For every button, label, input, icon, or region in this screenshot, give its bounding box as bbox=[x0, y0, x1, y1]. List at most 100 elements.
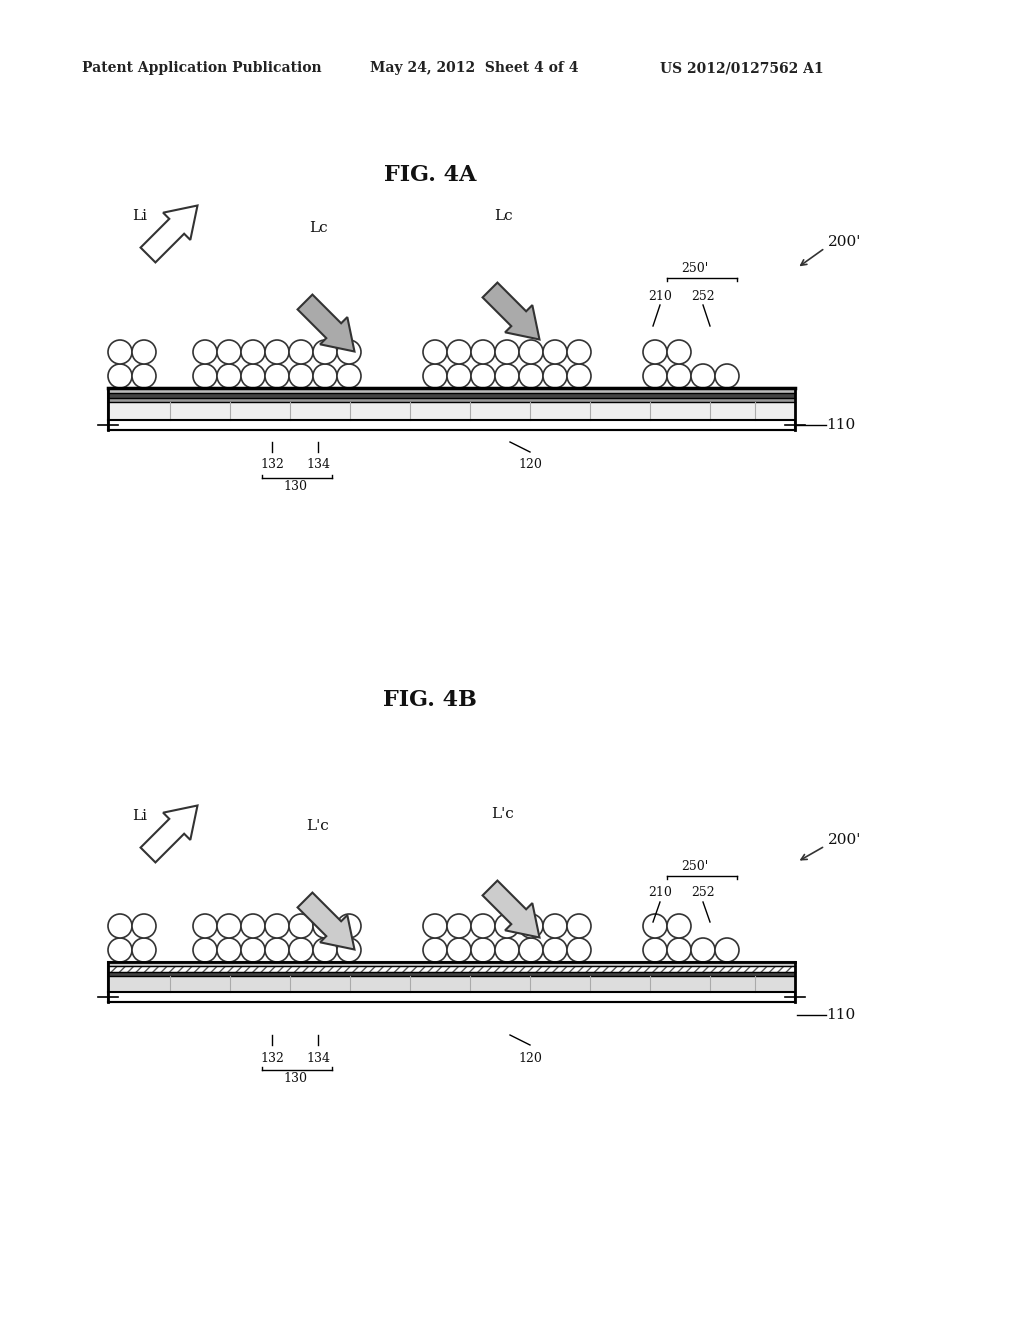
Circle shape bbox=[447, 939, 471, 962]
Text: 132: 132 bbox=[260, 458, 284, 471]
Text: Lc: Lc bbox=[494, 209, 512, 223]
Circle shape bbox=[447, 364, 471, 388]
Bar bbox=[108, 962, 795, 966]
Circle shape bbox=[643, 913, 667, 939]
Text: 210: 210 bbox=[648, 289, 672, 302]
Circle shape bbox=[567, 364, 591, 388]
Polygon shape bbox=[482, 880, 540, 937]
Circle shape bbox=[193, 939, 217, 962]
Text: 110: 110 bbox=[826, 418, 855, 432]
Circle shape bbox=[132, 913, 156, 939]
Text: 110: 110 bbox=[826, 1008, 855, 1022]
Text: 252: 252 bbox=[691, 289, 715, 302]
Circle shape bbox=[265, 341, 289, 364]
Text: 130: 130 bbox=[283, 480, 307, 494]
Circle shape bbox=[471, 364, 495, 388]
Bar bbox=[108, 962, 795, 1002]
Circle shape bbox=[471, 939, 495, 962]
Circle shape bbox=[337, 364, 361, 388]
Bar bbox=[108, 399, 795, 403]
Circle shape bbox=[108, 939, 132, 962]
Circle shape bbox=[313, 341, 337, 364]
Circle shape bbox=[313, 913, 337, 939]
Polygon shape bbox=[298, 294, 354, 351]
Text: 250': 250' bbox=[681, 261, 709, 275]
Circle shape bbox=[519, 364, 543, 388]
Text: US 2012/0127562 A1: US 2012/0127562 A1 bbox=[660, 61, 823, 75]
Circle shape bbox=[691, 364, 715, 388]
Circle shape bbox=[643, 364, 667, 388]
Circle shape bbox=[667, 341, 691, 364]
Circle shape bbox=[667, 364, 691, 388]
Circle shape bbox=[543, 364, 567, 388]
Circle shape bbox=[447, 341, 471, 364]
Circle shape bbox=[567, 341, 591, 364]
Polygon shape bbox=[140, 206, 198, 263]
Circle shape bbox=[313, 364, 337, 388]
Circle shape bbox=[193, 341, 217, 364]
Circle shape bbox=[265, 364, 289, 388]
Text: L'c: L'c bbox=[492, 807, 514, 821]
Circle shape bbox=[132, 939, 156, 962]
Text: 132: 132 bbox=[260, 1052, 284, 1064]
Text: 134: 134 bbox=[306, 458, 330, 471]
Text: 134: 134 bbox=[306, 1052, 330, 1064]
Circle shape bbox=[519, 939, 543, 962]
Circle shape bbox=[495, 364, 519, 388]
Circle shape bbox=[241, 913, 265, 939]
Circle shape bbox=[241, 341, 265, 364]
Circle shape bbox=[543, 939, 567, 962]
Circle shape bbox=[108, 913, 132, 939]
Circle shape bbox=[132, 364, 156, 388]
Circle shape bbox=[289, 364, 313, 388]
Text: L'c: L'c bbox=[306, 818, 330, 833]
Circle shape bbox=[108, 364, 132, 388]
Circle shape bbox=[217, 341, 241, 364]
Circle shape bbox=[519, 341, 543, 364]
Circle shape bbox=[289, 939, 313, 962]
Circle shape bbox=[217, 364, 241, 388]
Circle shape bbox=[289, 913, 313, 939]
Text: 210: 210 bbox=[648, 887, 672, 899]
Text: Li: Li bbox=[132, 809, 147, 822]
Circle shape bbox=[567, 913, 591, 939]
Circle shape bbox=[289, 341, 313, 364]
Text: 252: 252 bbox=[691, 887, 715, 899]
Polygon shape bbox=[298, 892, 354, 949]
Circle shape bbox=[715, 364, 739, 388]
Circle shape bbox=[519, 913, 543, 939]
Text: FIG. 4B: FIG. 4B bbox=[383, 689, 477, 711]
Circle shape bbox=[471, 341, 495, 364]
Circle shape bbox=[495, 913, 519, 939]
Circle shape bbox=[423, 913, 447, 939]
Text: 130: 130 bbox=[283, 1072, 307, 1085]
Text: 200': 200' bbox=[828, 833, 861, 847]
Bar bbox=[108, 966, 795, 972]
Circle shape bbox=[108, 341, 132, 364]
Circle shape bbox=[337, 939, 361, 962]
Circle shape bbox=[667, 913, 691, 939]
Circle shape bbox=[495, 341, 519, 364]
Circle shape bbox=[691, 939, 715, 962]
Circle shape bbox=[193, 913, 217, 939]
Circle shape bbox=[543, 913, 567, 939]
Polygon shape bbox=[482, 282, 540, 339]
Text: May 24, 2012  Sheet 4 of 4: May 24, 2012 Sheet 4 of 4 bbox=[370, 61, 579, 75]
Text: 120: 120 bbox=[518, 1052, 542, 1064]
Circle shape bbox=[543, 341, 567, 364]
Circle shape bbox=[567, 939, 591, 962]
Circle shape bbox=[265, 939, 289, 962]
Circle shape bbox=[313, 939, 337, 962]
Text: 120: 120 bbox=[518, 458, 542, 471]
Circle shape bbox=[217, 939, 241, 962]
Bar bbox=[108, 403, 795, 420]
Circle shape bbox=[423, 939, 447, 962]
Text: Li: Li bbox=[132, 209, 147, 223]
Circle shape bbox=[643, 341, 667, 364]
Circle shape bbox=[667, 939, 691, 962]
Circle shape bbox=[217, 913, 241, 939]
Bar bbox=[108, 388, 795, 430]
Circle shape bbox=[132, 341, 156, 364]
Text: 200': 200' bbox=[828, 235, 861, 249]
Bar bbox=[108, 393, 795, 399]
